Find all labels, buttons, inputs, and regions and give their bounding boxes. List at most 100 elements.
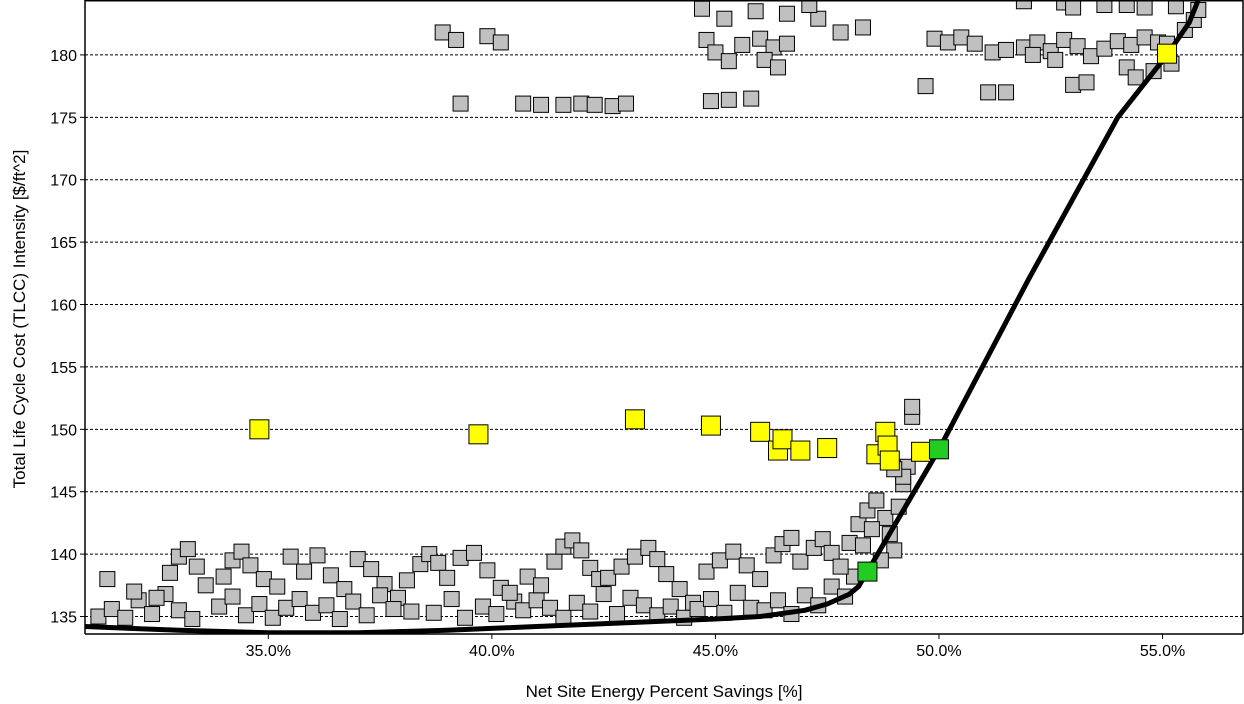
point-gray <box>823 544 840 561</box>
point-gray <box>814 531 831 548</box>
point-gray <box>658 566 675 583</box>
point-gray <box>904 398 921 415</box>
y-tick-label: 170 <box>50 173 77 190</box>
point-gray <box>711 552 728 569</box>
point-gray <box>734 36 751 53</box>
point-gray <box>841 534 858 551</box>
point-gray <box>635 597 652 614</box>
y-tick-label: 155 <box>50 360 77 377</box>
point-gray <box>595 586 612 603</box>
x-tick-label: 40.0% <box>469 643 514 660</box>
point-gray <box>322 567 339 584</box>
pareto-frontier-line <box>85 0 1201 634</box>
point-yellow <box>249 419 270 440</box>
data-points <box>85 0 1207 634</box>
point-gray <box>515 95 532 112</box>
point-gray <box>626 548 643 565</box>
point-gray <box>184 611 201 628</box>
point-gray <box>778 35 795 52</box>
point-gray <box>604 98 621 115</box>
point-gray <box>1136 0 1153 16</box>
y-tick-label: 175 <box>50 110 77 127</box>
x-tick-label: 35.0% <box>246 643 291 660</box>
y-axis-ticks: 135 140 145 150 155 160 165 170 175 180 <box>50 48 85 627</box>
point-yellow <box>700 415 721 436</box>
point-gray <box>237 607 254 624</box>
point-yellow <box>790 440 811 461</box>
point-yellow <box>772 429 793 450</box>
point-gray <box>439 569 456 586</box>
point-gray <box>694 0 711 17</box>
point-gray <box>980 84 997 101</box>
point-gray <box>729 584 746 601</box>
point-gray <box>582 603 599 620</box>
point-gray <box>752 30 769 47</box>
point-gray <box>345 593 362 610</box>
point-gray <box>224 588 241 605</box>
point-gray <box>269 578 286 595</box>
point-gray <box>917 78 934 95</box>
point-gray <box>689 601 706 618</box>
point-gray <box>1078 74 1095 91</box>
point-gray <box>1056 31 1073 48</box>
point-gray <box>810 10 827 27</box>
point-gray <box>331 611 348 628</box>
point-gray <box>854 537 871 554</box>
point-gray <box>242 557 259 574</box>
point-gray <box>1118 0 1135 13</box>
point-gray <box>953 29 970 46</box>
point-gray <box>1024 46 1041 63</box>
point-gray <box>877 509 894 526</box>
point-gray <box>278 599 295 616</box>
point-gray <box>519 568 536 585</box>
point-gray <box>573 542 590 559</box>
point-gray <box>170 602 187 619</box>
point-gray <box>720 53 737 70</box>
point-gray <box>479 562 496 579</box>
point-gray <box>211 598 228 615</box>
point-yellow <box>911 441 932 462</box>
point-gray <box>886 542 903 559</box>
point-gray <box>752 571 769 588</box>
point-gray <box>1069 38 1086 55</box>
point-yellow <box>468 424 489 445</box>
y-tick-label: 150 <box>50 422 77 439</box>
point-gray <box>738 557 755 574</box>
point-gray <box>215 568 232 585</box>
y-tick-label: 145 <box>50 485 77 502</box>
point-gray <box>1109 33 1126 50</box>
point-gray <box>515 602 532 619</box>
y-axis-title: Total Life Cycle Cost (TLCC) Intensity [… <box>10 150 29 489</box>
point-gray <box>850 516 867 533</box>
point-yellow <box>750 421 771 442</box>
point-gray <box>662 598 679 615</box>
point-green <box>857 561 878 582</box>
point-gray <box>716 10 733 27</box>
point-gray <box>448 31 465 48</box>
point-yellow <box>817 438 838 459</box>
point-gray <box>188 558 205 575</box>
point-gray <box>533 96 550 113</box>
point-gray <box>998 41 1015 58</box>
point-gray <box>649 551 666 568</box>
point-gray <box>1123 36 1140 53</box>
point-gray <box>358 607 375 624</box>
point-gray <box>747 3 764 20</box>
point-gray <box>796 587 813 604</box>
point-gray <box>613 558 630 575</box>
point-gray <box>233 543 250 560</box>
point-gray <box>966 35 983 52</box>
point-gray <box>1096 0 1113 13</box>
point-gray <box>926 30 943 47</box>
point-gray <box>1082 48 1099 65</box>
point-gray <box>90 608 107 625</box>
point-gray <box>103 601 120 618</box>
point-gray <box>385 601 402 618</box>
point-gray <box>144 606 161 623</box>
x-axis-title: Net Site Energy Percent Savings [%] <box>526 682 803 701</box>
point-gray <box>743 90 760 107</box>
point-gray <box>318 597 335 614</box>
point-gray <box>492 34 509 51</box>
point-gray <box>363 561 380 578</box>
y-tick-label: 135 <box>50 610 77 627</box>
